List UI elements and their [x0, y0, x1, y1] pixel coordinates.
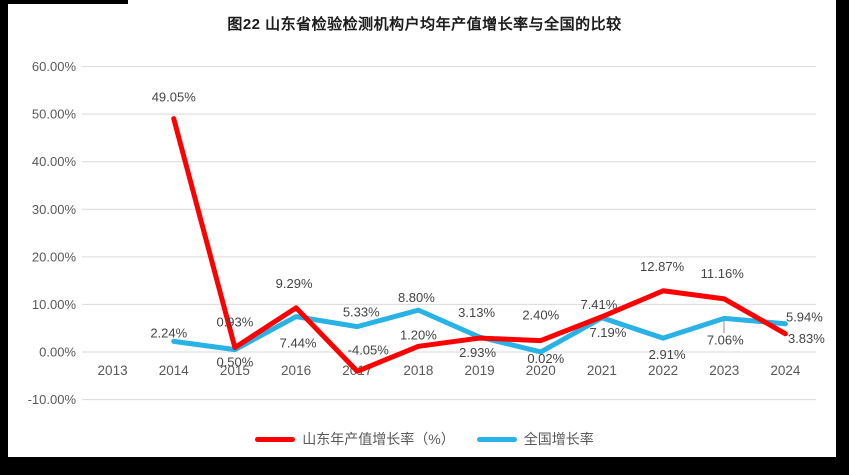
data-label: 12.87%	[640, 259, 685, 274]
y-tick-label: 50.00%	[32, 107, 77, 122]
scan-border-bottom	[0, 457, 849, 475]
x-tick-label: 2021	[587, 363, 617, 378]
x-tick-label: 2022	[648, 363, 678, 378]
y-tick-label: 20.00%	[32, 249, 77, 264]
data-label: -4.05%	[348, 342, 390, 357]
data-label: 11.16%	[701, 266, 745, 281]
data-label: 0.93%	[216, 315, 253, 330]
scan-border-right	[836, 0, 849, 475]
y-tick-label: 60.00%	[32, 59, 77, 74]
chart-title: 图22 山东省检验检测机构户均年产值增长率与全国的比较	[227, 16, 622, 33]
data-label: 9.29%	[276, 276, 313, 291]
data-label: 0.50%	[216, 355, 253, 370]
scan-border-left	[0, 0, 8, 475]
scan-border-topleft	[0, 0, 128, 4]
data-label: 7.41%	[580, 297, 617, 312]
data-label: 2.93%	[459, 345, 496, 360]
data-label: 2.40%	[522, 308, 559, 323]
x-tick-label: 2015	[220, 363, 250, 378]
legend-item-national: 全国增长率	[476, 429, 594, 449]
y-tick-label: -10.00%	[28, 392, 77, 407]
legend-swatch-shandong-icon	[255, 436, 296, 442]
x-tick-label: 2016	[281, 363, 311, 378]
data-label: 7.06%	[707, 332, 744, 347]
x-tick-label: 2018	[403, 363, 433, 378]
x-tick-label: 2023	[709, 363, 739, 378]
legend-swatch-national-icon	[476, 436, 517, 442]
data-label: 1.20%	[400, 327, 437, 342]
y-tick-label: 30.00%	[32, 202, 77, 217]
data-label: 5.94%	[786, 310, 823, 325]
y-tick-label: 40.00%	[32, 154, 77, 169]
data-label: 3.83%	[788, 331, 825, 346]
data-label: 5.33%	[343, 305, 380, 320]
series-line-shandong	[171, 116, 788, 374]
x-tick-label: 2013	[98, 363, 128, 378]
data-label: 7.44%	[280, 336, 317, 351]
legend-item-shandong: 山东年产值增长率（%）	[255, 429, 455, 449]
legend-label-national: 全国增长率	[523, 431, 594, 447]
y-tick-label: 0.00%	[39, 345, 76, 360]
x-tick-label: 2019	[465, 363, 495, 378]
x-tick-label: 2024	[770, 363, 801, 378]
legend-label-shandong: 山东年产值增长率（%）	[302, 431, 455, 447]
data-label: 2.91%	[649, 347, 686, 362]
data-label: 49.05%	[152, 90, 197, 105]
data-label: 2.24%	[150, 325, 187, 340]
data-label: 7.19%	[589, 325, 626, 340]
y-tick-label: 10.00%	[32, 297, 77, 312]
chart-legend: 山东年产值增长率（%） 全国增长率	[0, 429, 849, 449]
data-label: 8.80%	[398, 290, 435, 305]
data-label: 3.13%	[458, 305, 495, 320]
x-tick-label: 2014	[159, 363, 190, 378]
x-tick-label: 2020	[526, 363, 556, 378]
data-label: 0.02%	[527, 351, 564, 366]
